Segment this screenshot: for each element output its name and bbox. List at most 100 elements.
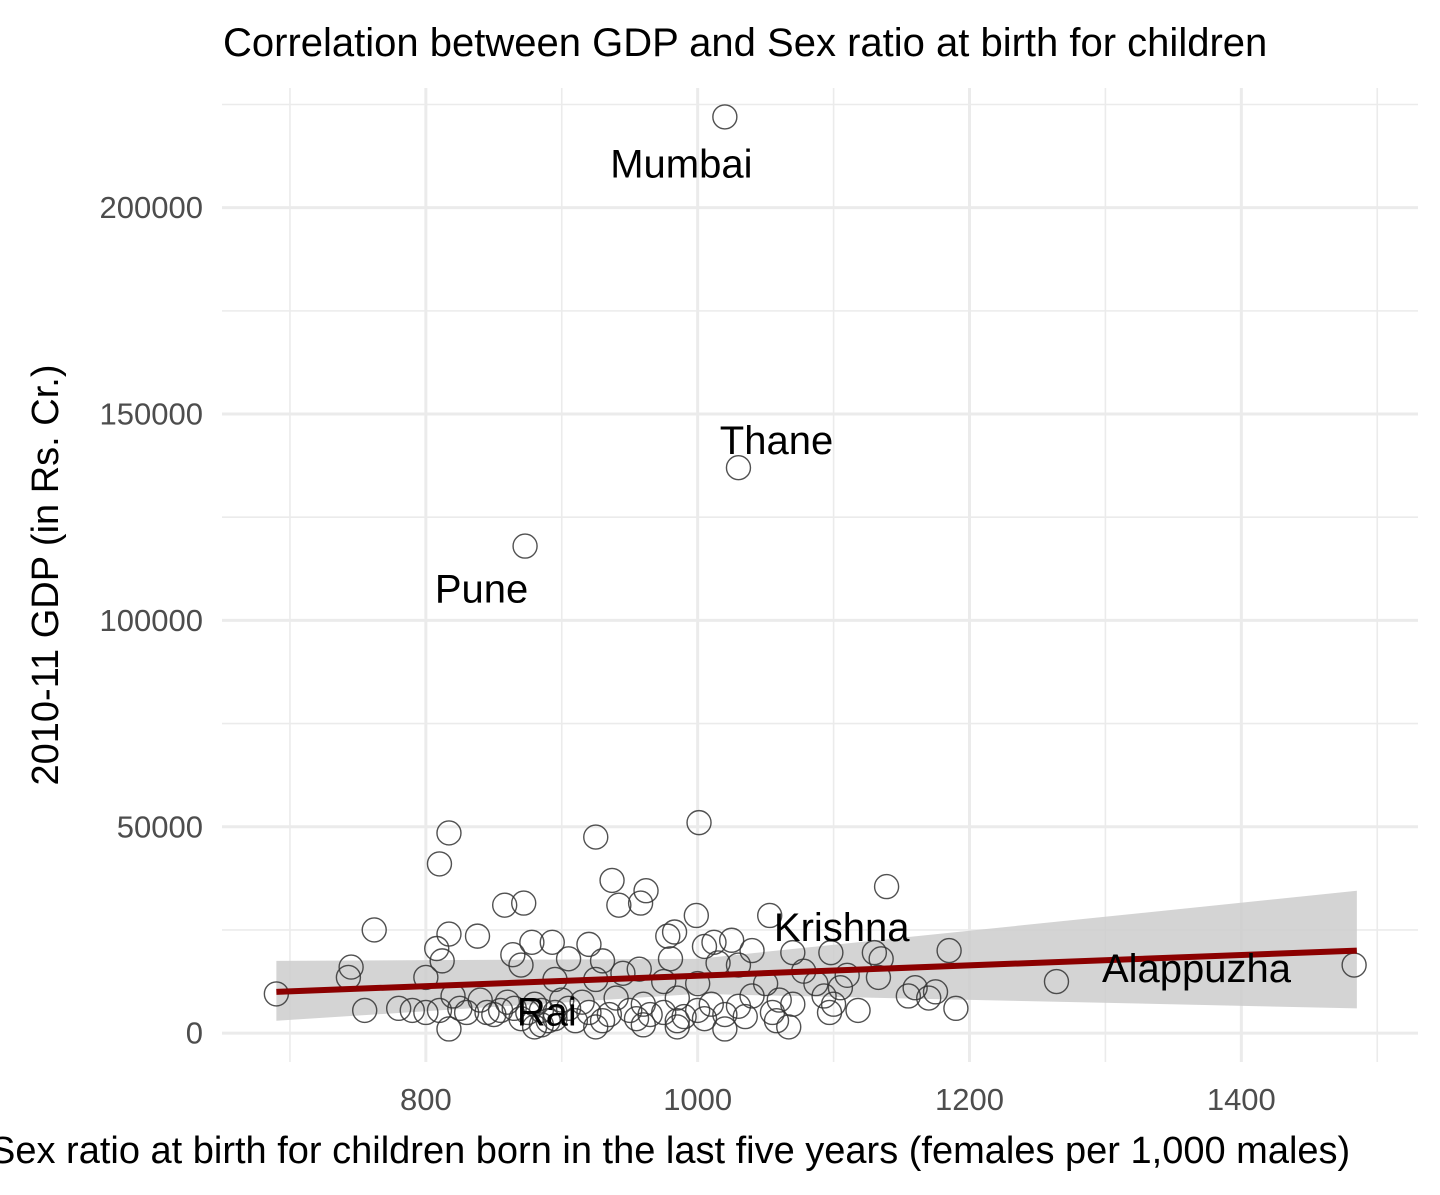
data-point [922,979,949,1005]
data-point [712,104,738,130]
data-point [861,939,888,966]
x-tick-label: 1200 [935,1082,1004,1117]
data-point [555,995,582,1022]
data-point [827,975,854,1001]
data-point [633,878,659,904]
data-point [385,995,412,1022]
data-point [539,929,565,956]
data-point [664,1008,690,1034]
data-point [902,975,928,1001]
y-tick-labels: 0 50000 100000 150000 200000 [100,190,203,1050]
data-point [732,1003,758,1030]
trend-line-layer [276,947,1357,995]
data-point [413,999,439,1026]
data-point [528,1012,555,1038]
point-annotation: Krishna [774,906,910,950]
x-axis-title: Sex ratio at birth for children born in … [0,1130,1350,1172]
data-point [413,964,439,991]
data-point [895,983,922,1009]
data-point [424,935,450,962]
data-point [780,939,806,966]
y-axis-title: 2010-11 GDP (in Rs. Cr.) [25,365,67,786]
data-point [447,995,473,1022]
data-point [626,956,652,982]
grid-major [222,88,1418,1062]
data-point [576,999,602,1026]
point-annotation: Alappuzha [1102,947,1292,991]
data-point [763,1008,790,1034]
point-annotation: Thane [720,419,833,463]
data-point [684,970,711,997]
trend-line [276,947,1357,995]
y-tick-label: 200000 [100,190,203,225]
data-point [712,1001,738,1028]
data-point [512,533,538,559]
data-point [508,952,534,978]
data-point [651,999,677,1026]
points-layer [263,104,1367,1042]
data-point [865,964,892,991]
data-point [818,939,844,966]
data-point [508,1005,534,1032]
data-point [589,948,616,974]
data-point [664,985,690,1011]
data-point [712,1016,738,1042]
y-tick-label: 150000 [100,397,203,432]
data-point [429,948,455,974]
data-point [684,997,711,1024]
data-point [361,917,387,943]
y-tick-label: 50000 [117,809,203,844]
data-point [610,960,636,986]
data-point [655,923,681,949]
data-point [576,931,602,958]
data-point [589,1008,616,1034]
point-annotation: Mumbai [610,142,752,186]
data-point [562,1008,589,1034]
data-point [436,820,462,846]
y-tick-label: 0 [186,1016,203,1051]
data-point [511,890,537,916]
data-point [481,1001,507,1028]
data-point [549,987,575,1013]
data-point [519,929,545,956]
data-point [698,991,724,1017]
data-point [725,454,752,481]
data-point [811,983,837,1009]
data-point [661,919,688,945]
data-point [338,954,364,980]
x-tick-labels: 800 1000 1200 1400 [400,1082,1276,1117]
data-point [399,997,425,1024]
data-point [845,997,871,1024]
data-point [651,968,677,995]
data-point [583,824,609,850]
data-point [464,923,491,949]
data-point [739,983,765,1009]
data-point [691,1005,718,1032]
data-point [491,892,518,918]
data-point [816,999,843,1026]
annotations-layer: Mumbai Thane Pune Krishna Alappuzha Rai [435,142,1292,1034]
data-point [599,867,625,894]
data-point [943,995,969,1022]
data-point [453,999,480,1026]
data-point [555,946,582,972]
data-point [916,985,942,1011]
data-point [757,902,783,929]
data-point [936,937,962,964]
point-annotation: Pune [435,567,528,611]
data-point [718,927,745,953]
data-point [683,902,710,929]
data-point [606,892,632,918]
grid-minor [222,88,1418,1062]
data-point [436,921,462,947]
data-point [500,941,526,968]
point-annotation: Rai [517,990,577,1034]
data-point [623,1005,650,1032]
data-point [542,1005,568,1032]
data-point [436,1016,462,1042]
data-point [627,890,654,916]
x-tick-label: 1400 [1207,1082,1276,1117]
data-point [766,987,792,1013]
data-point [691,933,718,960]
